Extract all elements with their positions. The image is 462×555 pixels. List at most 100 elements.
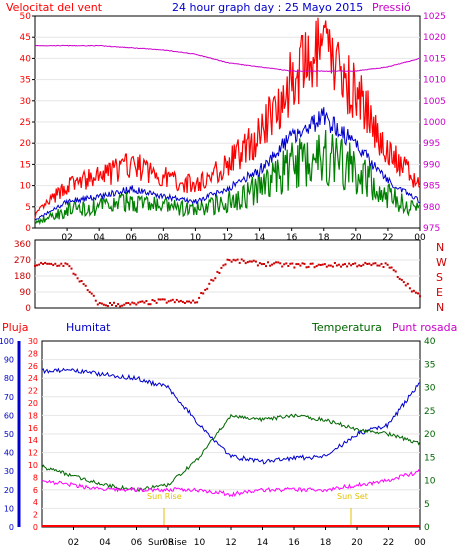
- direction-point: [204, 288, 207, 291]
- direction-point: [301, 262, 304, 265]
- wind-speed-series: [35, 107, 421, 220]
- direction-point: [271, 263, 274, 266]
- direction-point: [220, 266, 223, 269]
- direction-point: [143, 301, 146, 304]
- pressure-tick-label: 995: [423, 139, 440, 149]
- direction-point: [179, 299, 182, 302]
- direction-point: [181, 300, 184, 303]
- direction-point: [321, 263, 324, 266]
- direction-point: [115, 305, 118, 307]
- direction-point: [165, 301, 168, 304]
- direction-point: [244, 262, 247, 265]
- direction-point: [109, 302, 111, 304]
- hour-tick-label: 00: [414, 233, 426, 243]
- direction-point: [283, 263, 286, 266]
- wind-tick-label: 0: [25, 224, 31, 234]
- temperature-series: [41, 413, 421, 493]
- temperature-tick-label: 0: [424, 523, 430, 533]
- direction-point: [344, 263, 346, 266]
- hour-tick-label: 12: [225, 538, 236, 548]
- direction-point: [240, 258, 243, 261]
- direction-point: [200, 292, 203, 294]
- direction-point: [325, 265, 328, 268]
- direction-point: [94, 299, 97, 302]
- pressure-tick-label: 1020: [423, 33, 446, 43]
- direction-point: [299, 264, 302, 267]
- direction-axis: 360 270 180 90 0: [14, 240, 31, 314]
- direction-point: [337, 263, 340, 266]
- direction-point: [265, 265, 267, 268]
- wind-direction-series: [34, 258, 421, 308]
- rain-tick-label: 14: [28, 436, 38, 445]
- wind-tick-label: 5: [25, 203, 31, 213]
- direction-point: [256, 264, 259, 267]
- rain-tick-label: 18: [28, 411, 38, 420]
- rain-tick-label: 24: [28, 374, 38, 383]
- hour-tick-label: 08: [162, 538, 174, 548]
- direction-point: [84, 284, 87, 287]
- rain-tick-label: 4: [33, 498, 38, 507]
- humidity-tick-label: 100: [0, 337, 14, 346]
- direction-point: [135, 303, 138, 306]
- humidity-axis: 0 10 20 30 40 50 60 70 80 90 100: [0, 337, 14, 532]
- humidity-series: [41, 367, 421, 465]
- direction-point: [295, 263, 298, 266]
- direction-point: [34, 264, 36, 267]
- direction-point: [376, 264, 379, 267]
- direction-point: [44, 261, 47, 264]
- direction-point: [323, 263, 326, 266]
- compass-label: S: [436, 271, 443, 284]
- temperature-tick-label: 15: [424, 453, 435, 463]
- direction-point: [410, 290, 413, 293]
- direction-point: [378, 264, 381, 267]
- direction-point: [368, 262, 371, 265]
- direction-point: [267, 261, 269, 264]
- direction-point: [74, 273, 77, 276]
- direction-point: [80, 280, 83, 282]
- direction-point: [157, 298, 160, 301]
- direction-point: [175, 298, 178, 301]
- direction-point: [293, 266, 296, 269]
- direction-point: [151, 299, 154, 301]
- direction-point: [366, 263, 369, 265]
- direction-point: [86, 289, 89, 292]
- direction-point: [38, 263, 41, 266]
- direction-tick-label: 180: [14, 272, 31, 282]
- humidity-tick-label: 90: [4, 356, 14, 365]
- direction-point: [398, 277, 401, 280]
- humidity-tick-label: 80: [4, 374, 14, 383]
- pressure-tick-label: 1025: [423, 12, 446, 22]
- direction-point: [242, 259, 245, 262]
- direction-point: [297, 263, 300, 266]
- direction-point: [342, 263, 344, 266]
- direction-point: [198, 296, 201, 299]
- direction-point: [186, 300, 188, 303]
- sunrise-tick-label: Sun Rise: [148, 538, 187, 548]
- direction-point: [139, 300, 142, 303]
- direction-point: [248, 260, 251, 263]
- temperature-tick-label: 5: [424, 500, 430, 510]
- direction-point: [287, 265, 290, 267]
- hour-tick-label: 02: [68, 538, 79, 548]
- direction-point: [171, 298, 174, 301]
- hour-tick-label: 16: [286, 233, 298, 243]
- direction-point: [400, 278, 403, 281]
- direction-point: [406, 282, 409, 285]
- humidity-tick-label: 30: [4, 467, 14, 476]
- hour-tick-label: 18: [318, 233, 330, 243]
- direction-point: [394, 270, 397, 273]
- direction-point: [183, 302, 186, 304]
- direction-point: [408, 287, 411, 290]
- direction-point: [384, 262, 387, 265]
- direction-point: [50, 262, 53, 265]
- hour-tick-label: 22: [383, 538, 394, 548]
- direction-point: [145, 300, 148, 302]
- hour-tick-label: 08: [158, 233, 170, 243]
- direction-point: [147, 303, 150, 306]
- dew-point-series: [41, 468, 421, 498]
- wind-tick-label: 35: [20, 76, 31, 86]
- direction-point: [58, 264, 61, 267]
- humidity-tick-label: 40: [4, 449, 14, 458]
- hour-tick-label: 20: [351, 538, 363, 548]
